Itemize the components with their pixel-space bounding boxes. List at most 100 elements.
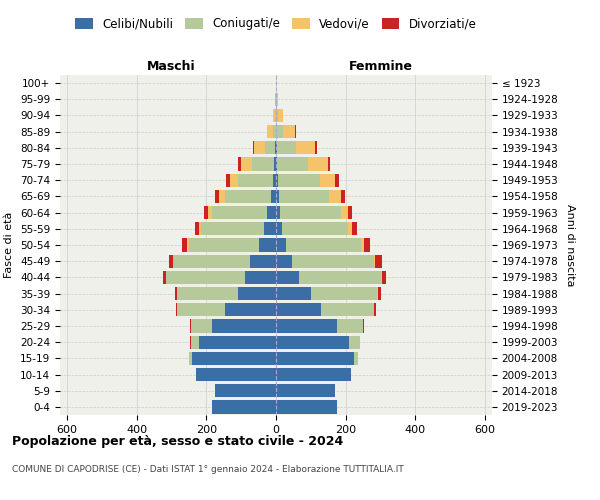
Bar	[163, 270, 166, 284]
Bar	[173, 254, 250, 268]
Bar	[349, 222, 352, 235]
Bar	[278, 174, 320, 187]
Bar	[266, 125, 267, 138]
Bar	[328, 158, 331, 170]
Bar	[348, 206, 352, 220]
Bar	[283, 125, 295, 138]
Bar	[277, 92, 278, 106]
Bar	[276, 352, 355, 365]
Bar	[226, 174, 230, 187]
Bar	[296, 141, 315, 154]
Bar	[276, 303, 321, 316]
Bar	[199, 336, 276, 349]
Bar	[275, 109, 276, 122]
Bar	[341, 206, 348, 220]
Bar	[352, 222, 357, 235]
Bar	[329, 190, 341, 203]
Text: COMUNE DI CAPODRISE (CE) - Dati ISTAT 1° gennaio 2024 - Elaborazione TUTTITALIA.: COMUNE DI CAPODRISE (CE) - Dati ISTAT 1°…	[12, 465, 404, 474]
Bar	[267, 206, 276, 220]
Bar	[177, 287, 238, 300]
Bar	[212, 400, 276, 413]
Bar	[275, 141, 276, 154]
Bar	[276, 270, 299, 284]
Bar	[254, 141, 265, 154]
Bar	[299, 270, 380, 284]
Bar	[341, 190, 345, 203]
Bar	[176, 303, 177, 316]
Bar	[175, 287, 177, 300]
Y-axis label: Anni di nascita: Anni di nascita	[565, 204, 575, 286]
Bar	[226, 190, 271, 203]
Bar	[364, 238, 370, 252]
Bar	[276, 238, 286, 252]
Bar	[191, 320, 212, 332]
Bar	[276, 92, 277, 106]
Bar	[380, 270, 382, 284]
Bar	[273, 109, 275, 122]
Bar	[265, 141, 275, 154]
Bar	[215, 190, 218, 203]
Bar	[264, 222, 276, 235]
Bar	[377, 287, 378, 300]
Bar	[337, 320, 363, 332]
Bar	[272, 125, 276, 138]
Bar	[276, 206, 280, 220]
Bar	[349, 336, 359, 349]
Bar	[276, 368, 351, 381]
Bar	[374, 254, 375, 268]
Bar	[204, 206, 208, 220]
Bar	[189, 352, 193, 365]
Bar	[382, 270, 386, 284]
Bar	[201, 222, 264, 235]
Bar	[218, 190, 226, 203]
Bar	[274, 158, 276, 170]
Bar	[276, 384, 335, 398]
Bar	[277, 141, 296, 154]
Text: Maschi: Maschi	[147, 60, 196, 72]
Text: Popolazione per età, sesso e stato civile - 2024: Popolazione per età, sesso e stato civil…	[12, 435, 343, 448]
Bar	[282, 222, 349, 235]
Bar	[195, 222, 199, 235]
Bar	[226, 303, 276, 316]
Bar	[375, 254, 382, 268]
Bar	[276, 400, 337, 413]
Bar	[267, 125, 272, 138]
Bar	[271, 190, 276, 203]
Bar	[276, 320, 337, 332]
Bar	[253, 141, 254, 154]
Bar	[245, 270, 276, 284]
Bar	[273, 174, 276, 187]
Bar	[196, 368, 276, 381]
Bar	[230, 174, 238, 187]
Bar	[292, 254, 374, 268]
Bar	[276, 125, 283, 138]
Text: Femmine: Femmine	[349, 60, 413, 72]
Bar	[276, 141, 277, 154]
Y-axis label: Fasce di età: Fasce di età	[4, 212, 14, 278]
Bar	[189, 238, 259, 252]
Bar	[182, 238, 187, 252]
Bar	[276, 336, 349, 349]
Bar	[259, 238, 276, 252]
Bar	[191, 336, 199, 349]
Bar	[315, 141, 317, 154]
Bar	[238, 174, 273, 187]
Bar	[277, 158, 308, 170]
Bar	[374, 303, 376, 316]
Bar	[190, 320, 191, 332]
Bar	[279, 190, 329, 203]
Bar	[378, 287, 380, 300]
Bar	[311, 287, 377, 300]
Bar	[275, 92, 276, 106]
Bar	[286, 238, 361, 252]
Bar	[276, 190, 279, 203]
Bar	[276, 174, 278, 187]
Bar	[212, 320, 276, 332]
Bar	[212, 206, 267, 220]
Bar	[238, 158, 241, 170]
Bar	[276, 254, 292, 268]
Bar	[238, 287, 276, 300]
Bar	[276, 287, 311, 300]
Bar	[320, 174, 335, 187]
Bar	[276, 158, 277, 170]
